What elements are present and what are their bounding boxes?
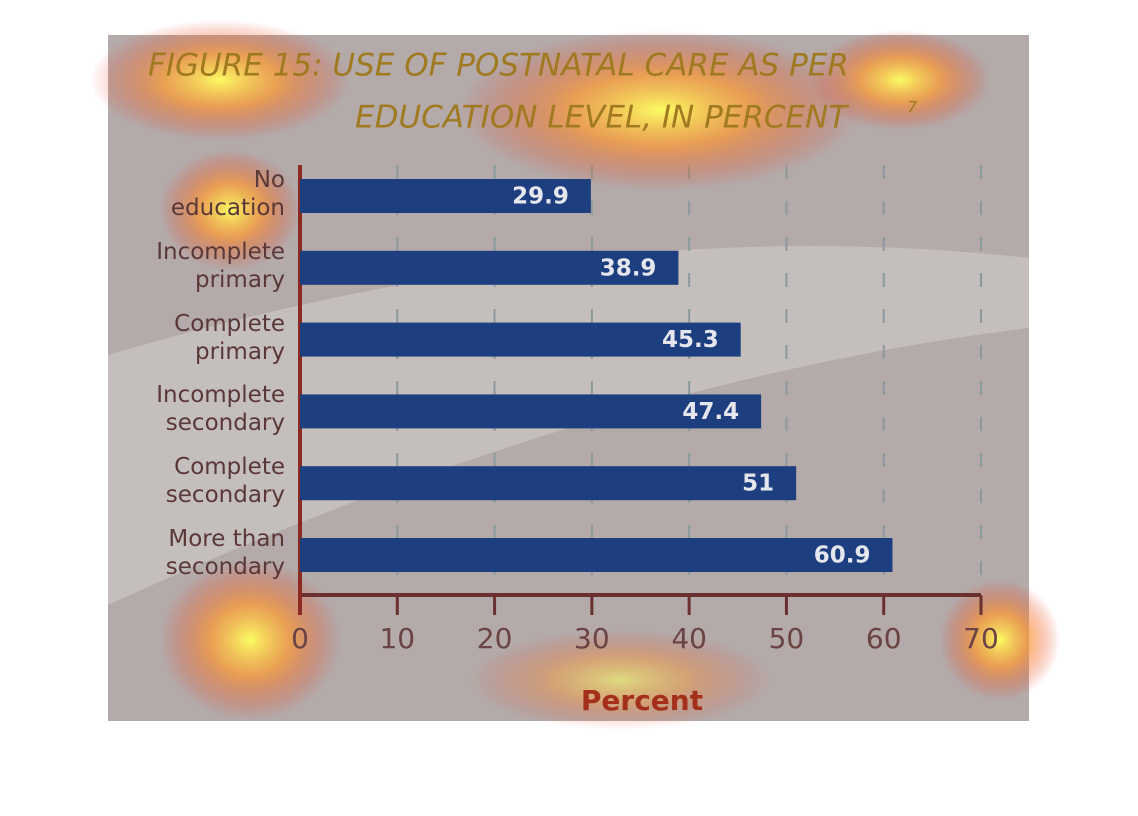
x-tick-label: 50 [769,622,805,655]
x-tick-label: 30 [574,622,610,655]
x-tick-label: 40 [671,622,707,655]
x-tick-label: 60 [866,622,902,655]
value-label: 47.4 [682,399,739,425]
heatmap [90,20,1060,730]
value-label: 45.3 [662,327,719,353]
bar [300,394,762,429]
bar [300,322,741,357]
value-label: 51 [742,471,774,497]
x-tick-label: 20 [477,622,513,655]
value-label: 60.9 [814,543,871,569]
x-axis-label: Percent [581,684,703,717]
y-tick-label: No education [170,167,285,221]
title-note: 7 [907,98,918,117]
x-tick-label: 70 [963,622,999,655]
y-tick-label: Complete primary [174,310,285,365]
chart-title: FIGURE 15: USE OF POSTNATAL CARE AS PER [148,48,849,84]
x-tick-label: 10 [379,622,415,655]
chart-title: EDUCATION LEVEL, IN PERCENT [355,100,849,136]
y-tick-label: More than secondary [165,526,285,580]
bar [300,250,679,285]
y-tick-label: Incomplete secondary [156,382,285,437]
bar [300,538,893,572]
y-tick-label: Complete secondary [165,454,285,509]
value-label: 38.9 [600,255,657,281]
x-tick-label: 0 [291,622,309,655]
value-label: 29.9 [512,184,569,210]
y-tick-label: Incomplete primary [156,238,285,293]
bar [300,466,797,501]
bar [300,179,591,213]
